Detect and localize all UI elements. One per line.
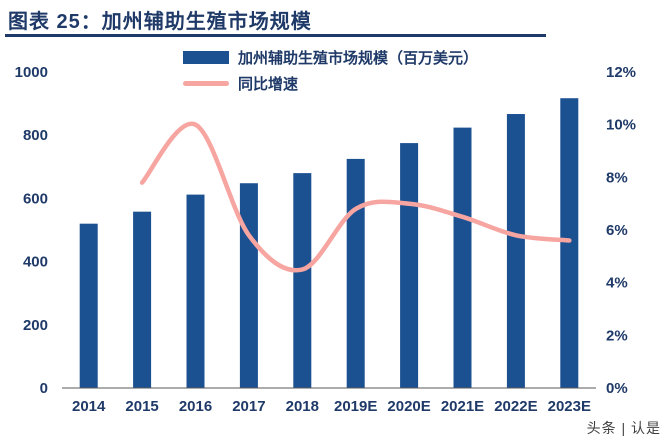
bar-2021E <box>453 127 472 388</box>
left-axis-tick-1000: 1000 <box>15 64 48 81</box>
legend-line-label: 同比增速 <box>238 75 299 93</box>
legend-row-bar: 加州辅助生殖市场规模（百万美元） <box>183 44 478 70</box>
legend-bar-swatch <box>183 50 229 64</box>
bar-2015 <box>133 211 152 388</box>
bar-2022E <box>506 114 525 388</box>
bar-2016 <box>186 194 205 388</box>
x-axis-label-2021E: 2021E <box>441 398 484 415</box>
x-axis-label-2016: 2016 <box>179 398 212 415</box>
bar-2019E <box>346 158 365 388</box>
bar-2014 <box>79 223 98 388</box>
right-axis-tick-2%: 2% <box>606 327 628 344</box>
x-axis-label-2018: 2018 <box>286 398 319 415</box>
right-axis-tick-4%: 4% <box>606 275 628 292</box>
right-axis-tick-12%: 12% <box>606 64 636 81</box>
x-axis-label-2014: 2014 <box>72 398 106 415</box>
right-axis-tick-6%: 6% <box>606 222 628 239</box>
left-axis-tick-400: 400 <box>23 254 48 271</box>
left-axis-tick-800: 800 <box>23 127 48 144</box>
growth-rate-line <box>139 121 572 273</box>
bar-2020E <box>400 143 419 388</box>
x-axis-label-2015: 2015 <box>125 398 158 415</box>
left-axis-tick-0: 0 <box>40 380 48 397</box>
bar-2023E <box>560 98 579 388</box>
left-axis-tick-600: 600 <box>23 190 48 207</box>
chart-title: 图表 25：加州辅助生殖市场规模 <box>8 11 312 33</box>
x-axis-label-2023E: 2023E <box>548 398 591 415</box>
watermark: 头条 | 认是 <box>586 420 661 436</box>
legend-row-line: 同比增速 <box>183 70 478 96</box>
legend-bar-label: 加州辅助生殖市场规模（百万美元） <box>238 49 479 67</box>
x-axis-label-2019E: 2019E <box>334 398 377 415</box>
chart-legend: 加州辅助生殖市场规模（百万美元） 同比增速 <box>183 44 478 96</box>
right-axis-tick-10%: 10% <box>606 117 636 134</box>
title-underline <box>5 34 546 37</box>
x-axis-label-2020E: 2020E <box>387 398 430 415</box>
left-axis-tick-200: 200 <box>23 317 48 334</box>
right-axis-tick-8%: 8% <box>606 169 628 186</box>
bar-2017 <box>239 183 258 388</box>
x-axis-label-2022E: 2022E <box>494 398 537 415</box>
right-axis-tick-0%: 0% <box>606 380 628 397</box>
legend-line-swatch <box>183 80 229 86</box>
bar-2018 <box>293 173 312 388</box>
x-axis-label-2017: 2017 <box>232 398 265 415</box>
